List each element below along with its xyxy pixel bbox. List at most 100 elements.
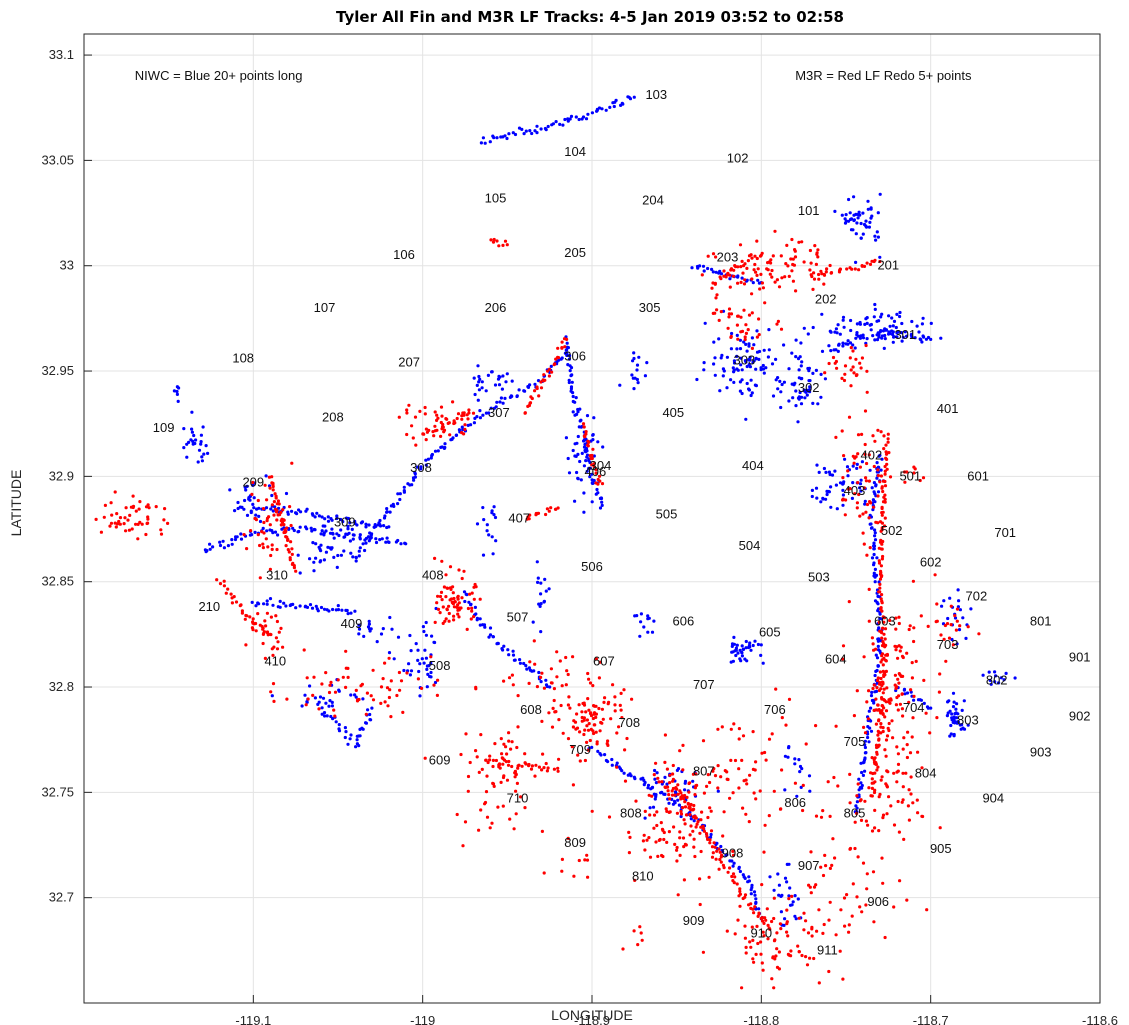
data-point — [800, 240, 804, 244]
data-point — [134, 509, 138, 513]
data-point — [811, 401, 815, 405]
data-point — [802, 260, 806, 264]
data-point — [878, 259, 882, 264]
data-point — [752, 268, 756, 272]
data-point — [386, 540, 390, 544]
data-point — [528, 660, 532, 664]
data-point — [326, 515, 330, 519]
data-point — [545, 684, 549, 689]
data-point — [433, 424, 437, 428]
data-point — [872, 708, 876, 713]
data-point — [367, 619, 371, 624]
data-point — [688, 781, 692, 785]
data-point — [513, 775, 517, 779]
data-point — [631, 359, 635, 363]
data-point — [537, 394, 541, 398]
data-point — [480, 386, 484, 390]
data-point — [878, 330, 882, 334]
data-point — [955, 716, 959, 720]
data-point — [879, 315, 883, 319]
data-point — [618, 703, 622, 708]
y-tick-label: 33.05 — [41, 152, 74, 167]
data-point — [655, 810, 659, 814]
data-point — [587, 467, 591, 471]
data-point — [865, 887, 869, 891]
cell-label: 503 — [808, 570, 830, 585]
data-point — [855, 689, 859, 693]
data-point — [695, 822, 699, 826]
data-point — [909, 333, 914, 337]
data-point — [733, 932, 737, 936]
data-point — [520, 127, 524, 131]
data-point — [881, 712, 885, 717]
data-point — [736, 265, 740, 269]
cell-label: 908 — [722, 845, 744, 860]
data-point — [445, 607, 449, 611]
data-point — [573, 442, 577, 446]
data-point — [494, 758, 498, 763]
data-point — [474, 685, 478, 690]
data-point — [487, 533, 491, 537]
data-point — [449, 597, 454, 601]
cell-label: 409 — [341, 616, 363, 631]
data-point — [593, 704, 597, 708]
data-point — [881, 729, 885, 734]
data-point — [880, 696, 884, 700]
data-point — [757, 317, 761, 321]
data-point — [481, 553, 486, 557]
data-point — [441, 422, 445, 427]
data-point — [883, 637, 887, 641]
data-point — [472, 421, 476, 425]
data-point — [594, 481, 598, 485]
data-point — [374, 537, 378, 541]
data-point — [305, 676, 309, 680]
data-point — [555, 675, 559, 679]
data-point — [364, 541, 368, 545]
data-point — [483, 141, 487, 145]
data-point — [705, 834, 709, 839]
data-point — [756, 267, 760, 271]
data-point — [743, 936, 748, 940]
data-point — [900, 339, 904, 343]
data-point — [332, 536, 336, 540]
data-point — [343, 735, 347, 740]
data-point — [464, 732, 468, 736]
cell-label: 204 — [642, 192, 664, 207]
data-point — [850, 914, 854, 918]
data-point — [863, 409, 868, 413]
data-point — [533, 662, 537, 666]
data-point — [776, 387, 780, 391]
data-point — [887, 451, 891, 455]
data-point — [859, 489, 863, 493]
data-point — [855, 811, 859, 816]
data-point — [441, 605, 445, 609]
data-point — [854, 212, 858, 216]
data-point — [568, 354, 572, 358]
data-point — [867, 587, 871, 592]
data-point — [798, 390, 802, 395]
data-point — [883, 524, 887, 528]
data-point — [271, 603, 275, 607]
data-point — [430, 452, 434, 457]
data-point — [118, 522, 122, 526]
data-point — [544, 678, 548, 682]
data-point — [473, 392, 477, 397]
data-point — [865, 700, 869, 704]
data-point — [478, 377, 482, 381]
data-point — [640, 938, 644, 942]
data-point — [878, 590, 882, 594]
data-point — [351, 537, 355, 541]
data-point — [731, 650, 735, 654]
data-point — [486, 373, 490, 377]
data-point — [878, 792, 882, 797]
data-point — [873, 534, 877, 538]
data-point — [712, 362, 716, 366]
data-point — [819, 395, 823, 399]
data-point — [334, 720, 338, 724]
data-point — [651, 805, 656, 809]
data-point — [843, 217, 847, 221]
data-point — [510, 740, 514, 744]
cell-label: 309 — [334, 515, 356, 530]
data-point — [792, 383, 796, 387]
data-point — [921, 334, 925, 338]
